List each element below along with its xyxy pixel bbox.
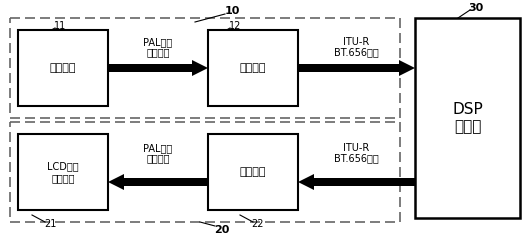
Bar (208, 134, 298, 210)
Text: LCD液晶
显示模块: LCD液晶 显示模块 (47, 161, 79, 183)
Polygon shape (192, 60, 208, 76)
Text: 22: 22 (252, 219, 264, 229)
Bar (415, 18, 520, 218)
Text: ITU-R: ITU-R (343, 143, 370, 153)
Bar (18, 30, 108, 106)
Bar (18, 134, 108, 210)
Text: 10: 10 (224, 6, 240, 16)
Text: 单目相机: 单目相机 (50, 63, 76, 73)
Polygon shape (399, 60, 415, 76)
Text: 模拟信号: 模拟信号 (146, 47, 169, 57)
Bar (10, 122, 400, 222)
Text: 模拟信号: 模拟信号 (146, 153, 169, 163)
Bar (108, 64, 192, 72)
Polygon shape (108, 174, 124, 190)
Text: PAL制式: PAL制式 (144, 37, 173, 47)
Text: 编码模块: 编码模块 (240, 167, 266, 177)
Text: 解码模块: 解码模块 (240, 63, 266, 73)
Text: 30: 30 (468, 3, 484, 13)
Bar (298, 64, 399, 72)
Text: 20: 20 (214, 225, 230, 235)
Text: BT.656信号: BT.656信号 (334, 153, 379, 163)
Text: DSP
处理器: DSP 处理器 (452, 102, 483, 134)
Text: 21: 21 (44, 219, 56, 229)
Text: 12: 12 (229, 21, 241, 31)
Polygon shape (298, 174, 314, 190)
Text: 11: 11 (54, 21, 66, 31)
Bar (314, 178, 415, 186)
Text: PAL制式: PAL制式 (144, 143, 173, 153)
Bar (208, 30, 298, 106)
Bar (10, 18, 400, 118)
Text: BT.656信号: BT.656信号 (334, 47, 379, 57)
Text: ITU-R: ITU-R (343, 37, 370, 47)
Bar (124, 178, 208, 186)
